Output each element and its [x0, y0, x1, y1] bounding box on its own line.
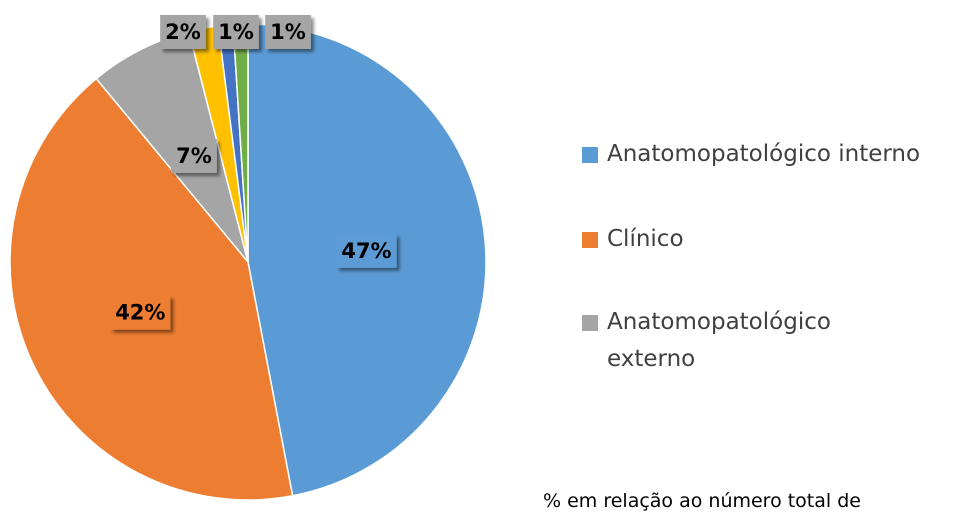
legend-label: Anatomopatológico interno [607, 141, 921, 167]
data-label: 7% [171, 138, 217, 173]
data-label-box [160, 15, 206, 49]
legend-label: Anatomopatológico externo [607, 309, 831, 372]
legend-entry: Anatomopatológico interno [582, 136, 971, 173]
data-label-text: 1% [270, 20, 306, 44]
pie-slice [9, 77, 294, 501]
legend-entry: Anatomopatológico externo [582, 304, 971, 378]
note: % em relação ao número total de [543, 490, 861, 512]
legend-swatch [582, 147, 598, 163]
legend-swatch [582, 232, 598, 248]
data-label-text: 1% [218, 20, 254, 44]
data-label-text: 42% [115, 301, 165, 325]
legend-swatch [582, 315, 598, 331]
data-label-box [171, 138, 217, 173]
legend-label: Clínico [607, 226, 684, 252]
data-label-box [213, 15, 259, 49]
data-label-text: 2% [165, 20, 201, 44]
data-label-box [110, 295, 171, 330]
data-label-text: 7% [176, 144, 212, 168]
data-label-text: 47% [341, 239, 391, 263]
data-label: 1% [265, 15, 311, 49]
data-label: 47% [336, 233, 397, 268]
data-label-box [265, 15, 311, 49]
data-label-box [336, 233, 397, 268]
data-label: 2% [160, 15, 206, 49]
data-label: 1% [213, 15, 259, 49]
legend-entry: Clínico [582, 221, 971, 258]
data-label: 42% [110, 295, 171, 330]
